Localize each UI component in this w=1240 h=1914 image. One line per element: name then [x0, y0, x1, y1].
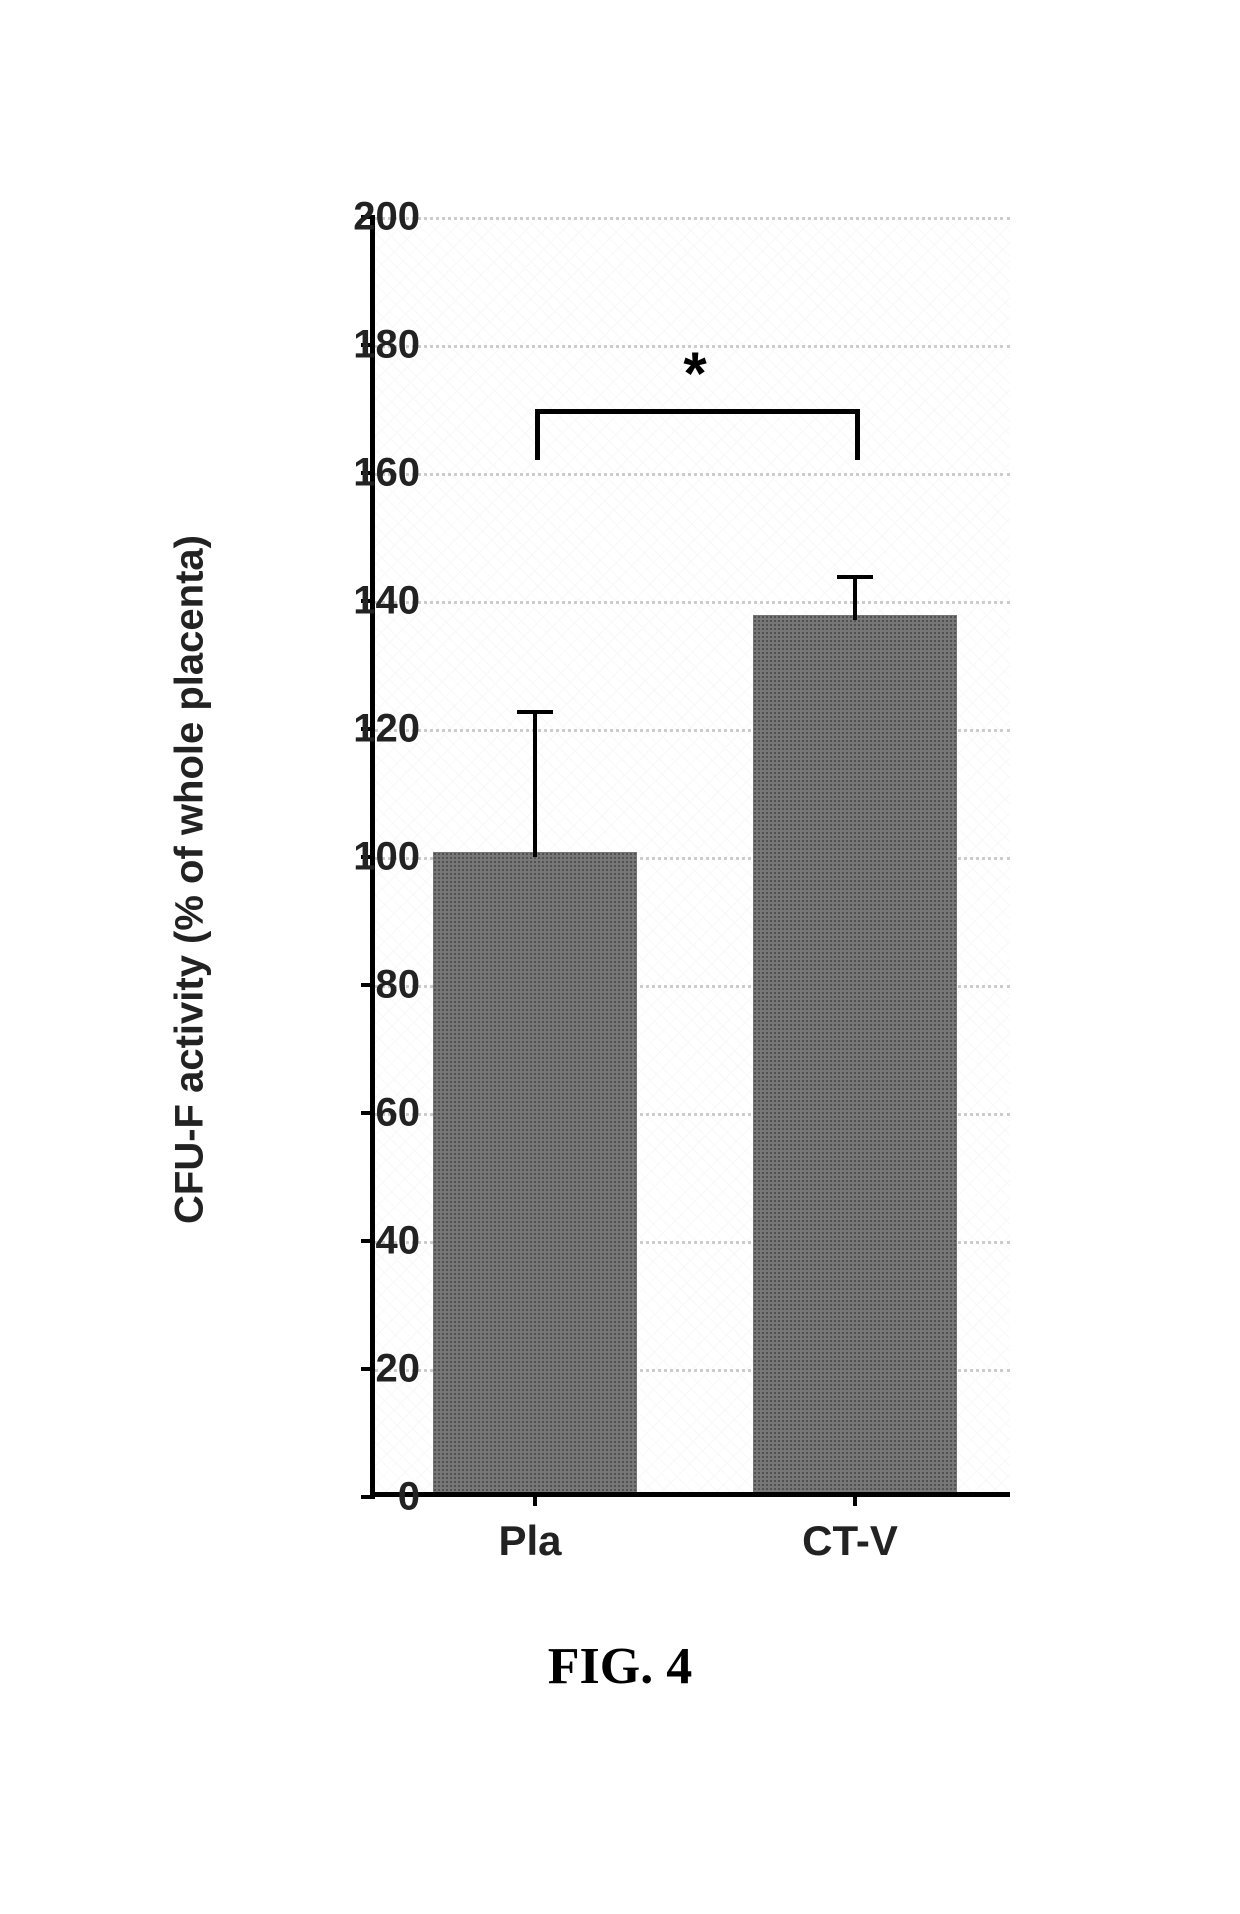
y-tick-label: 0 [320, 1475, 420, 1520]
gridline [375, 217, 1010, 220]
error-bar [533, 710, 537, 857]
bar [753, 615, 958, 1492]
significance-bracket-drop [855, 409, 860, 460]
x-tick-mark [533, 1492, 537, 1506]
y-tick-label: 80 [320, 963, 420, 1008]
error-cap [517, 710, 553, 714]
significance-bracket-drop [535, 409, 540, 460]
y-axis-label: CFU-F activity (% of whole placenta) [168, 535, 213, 1224]
figure-caption: FIG. 4 [548, 1637, 692, 1696]
y-tick-label: 40 [320, 1219, 420, 1264]
y-tick-label: 180 [320, 323, 420, 368]
x-axis-category-label: CT-V [802, 1517, 898, 1565]
y-tick-label: 160 [320, 451, 420, 496]
gridline [375, 473, 1010, 476]
y-tick-label: 60 [320, 1091, 420, 1136]
significance-bracket [535, 409, 860, 414]
y-tick-label: 200 [320, 195, 420, 240]
error-cap [837, 575, 873, 579]
error-bar [853, 575, 857, 620]
y-tick-label: 140 [320, 579, 420, 624]
x-axis-category-label: Pla [498, 1517, 561, 1565]
plot-area: * [370, 217, 1010, 1497]
y-tick-label: 120 [320, 707, 420, 752]
x-tick-mark [853, 1492, 857, 1506]
bar [433, 852, 638, 1492]
gridline [375, 601, 1010, 604]
y-tick-label: 100 [320, 835, 420, 880]
significance-star: * [683, 339, 706, 408]
y-tick-label: 20 [320, 1347, 420, 1392]
chart-container: * CFU-F activity (% of whole placenta) F… [170, 157, 1070, 1757]
